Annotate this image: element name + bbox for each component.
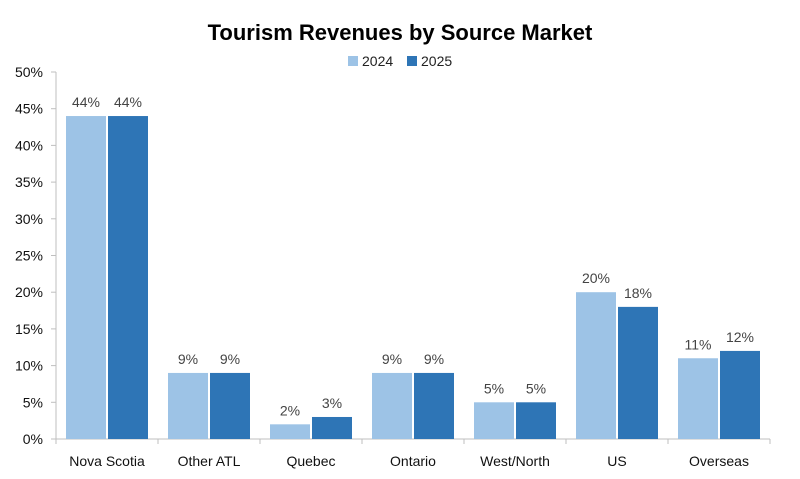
legend-swatch-2025 (407, 56, 417, 66)
bar-2024-nova-scotia (66, 116, 106, 439)
legend: 2024 2025 (348, 53, 452, 69)
y-tick-label: 10% (15, 358, 43, 374)
y-tick-label: 45% (15, 101, 43, 117)
y-tick-label: 40% (15, 137, 43, 153)
bar-2025-ontario (414, 372, 454, 439)
x-tick-label: Overseas (689, 453, 749, 469)
bar-2025-us (618, 306, 658, 439)
bar-2025-quebec (312, 416, 352, 439)
bar-2024-west-north (474, 402, 514, 439)
data-label: 44% (72, 94, 100, 110)
bar-2024-us (576, 292, 616, 439)
bar-2024-quebec (270, 424, 310, 439)
chart-title: Tourism Revenues by Source Market (208, 20, 593, 45)
y-tick-label: 30% (15, 211, 43, 227)
data-label: 18% (624, 285, 652, 301)
y-tick-label: 25% (15, 248, 43, 264)
bar-2024-other-atl (168, 372, 208, 439)
bar-2024-ontario (372, 372, 412, 439)
bar-2024-overseas (678, 358, 718, 439)
bar-2025-west-north (516, 402, 556, 439)
data-label: 20% (582, 270, 610, 286)
x-tick-label: Quebec (286, 453, 335, 469)
y-tick-label: 35% (15, 174, 43, 190)
data-label: 9% (220, 351, 240, 367)
x-tick-label: West/North (480, 453, 550, 469)
y-tick-label: 50% (15, 64, 43, 80)
data-label: 9% (178, 351, 198, 367)
data-label: 5% (526, 380, 546, 396)
legend-label-2025: 2025 (421, 53, 452, 69)
bar-2025-overseas (720, 350, 760, 439)
data-label: 11% (685, 336, 712, 352)
y-tick-label: 5% (23, 394, 43, 410)
bars (66, 116, 760, 439)
y-tick-label: 15% (15, 321, 43, 337)
x-tick-label: Ontario (390, 453, 436, 469)
x-tick-label: Other ATL (178, 453, 241, 469)
data-label: 5% (484, 380, 504, 396)
data-label: 12% (726, 329, 754, 345)
x-tick-label: US (607, 453, 626, 469)
data-label: 3% (322, 395, 342, 411)
data-label: 44% (114, 94, 142, 110)
y-tick-label: 0% (23, 431, 43, 447)
axes: 0% 5% 10% 15% 20% 25% 30% 35% 40% 45% 50% Nova Scot… (15, 64, 771, 469)
bar-2025-nova-scotia (108, 116, 148, 439)
data-labels: 44% 44% 9% 9% 2% 3% 9% 9% 5% 5% 20% 18% 11% 12% (72, 94, 754, 418)
data-label: 2% (280, 402, 300, 418)
x-tick-label: Nova Scotia (69, 453, 145, 469)
legend-label-2024: 2024 (362, 53, 393, 69)
bar-2025-other-atl (210, 372, 250, 439)
data-label: 9% (424, 351, 444, 367)
legend-swatch-2024 (348, 56, 358, 66)
y-tick-label: 20% (15, 284, 43, 300)
data-label: 9% (382, 351, 402, 367)
